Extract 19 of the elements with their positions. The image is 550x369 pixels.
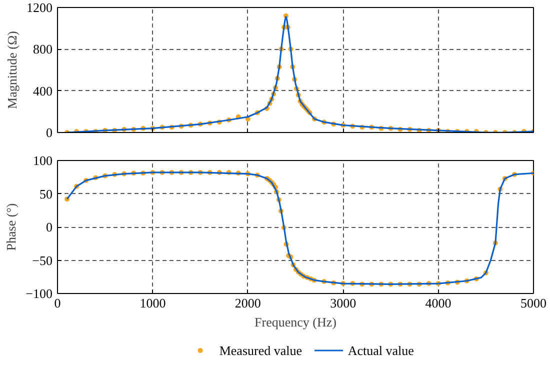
y-tick-label: 100 [33, 153, 52, 168]
y-tick-label: −50 [32, 252, 53, 268]
y-axis-title: Magnitude (Ω) [4, 31, 20, 109]
x-tick-label: 4000 [425, 296, 452, 310]
y-tick-label: 0 [46, 125, 52, 140]
x-tick-label: 5000 [520, 296, 546, 310]
y-axis-title: Phase (°) [4, 203, 19, 251]
x-tick-label: 1000 [140, 296, 166, 310]
y-tick-label: 50 [40, 186, 52, 202]
x-tick-label: 2000 [234, 296, 261, 310]
y-tick-label: 400 [33, 83, 52, 98]
x-tick-label: 3000 [330, 296, 356, 310]
y-tick-label: −100 [26, 286, 53, 301]
y-tick-label: 0 [46, 220, 52, 234]
y-tick-label: 800 [33, 42, 52, 57]
y-tick-label: 1200 [26, 0, 52, 15]
legend-label: Measured value [219, 343, 302, 358]
legend-label: Actual value [348, 343, 414, 358]
x-axis-title: Frequency (Hz) [254, 314, 336, 330]
